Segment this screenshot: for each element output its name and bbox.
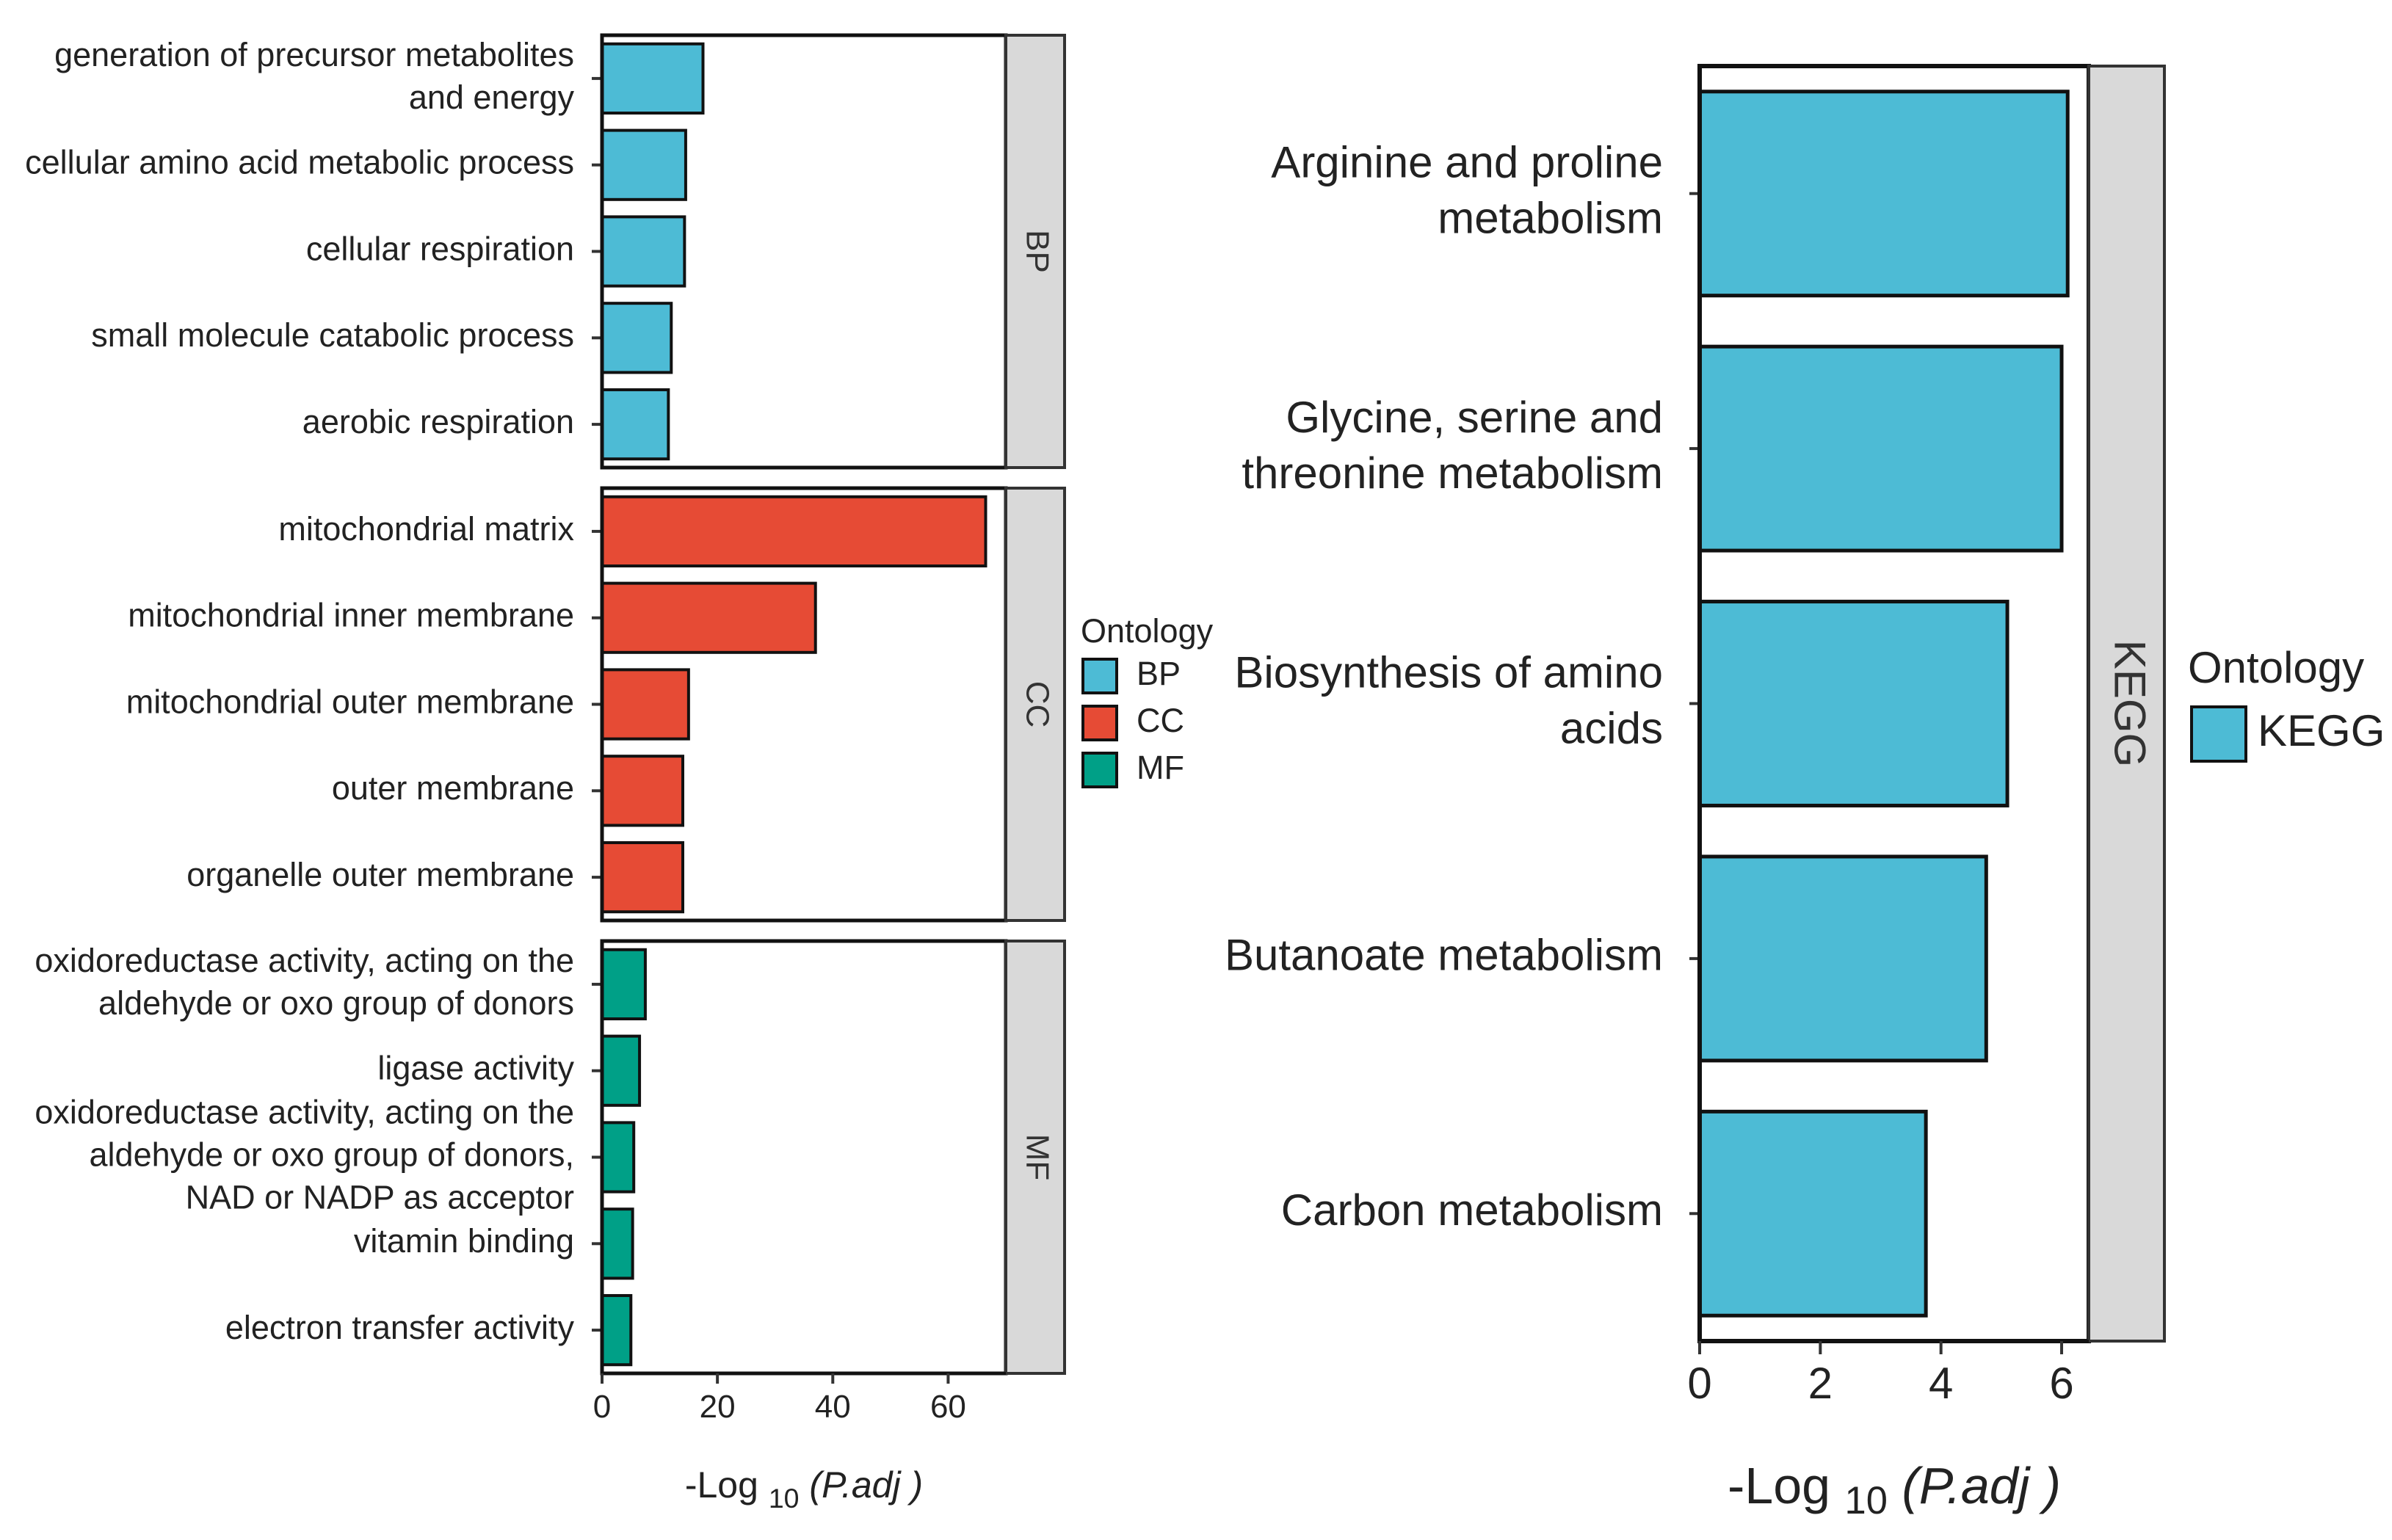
category-label: cellular amino acid metabolic process	[25, 144, 574, 181]
category-label: outer membrane	[332, 769, 574, 807]
x-axis-title-italic: (P.adj )	[800, 1464, 924, 1506]
category-label: vitamin binding	[354, 1222, 574, 1260]
x-axis-title-subscript: 10	[769, 1483, 800, 1514]
x-axis-title-italic: (P.adj )	[1888, 1457, 2061, 1514]
facet-strip-label: CC	[1019, 681, 1055, 728]
legend-label-kegg: KEGG	[2258, 706, 2385, 755]
bar-kegg-2	[1697, 344, 2064, 553]
facet-strip-label: KEGG	[2106, 640, 2155, 767]
legend-key-mf	[1081, 752, 1118, 788]
category-label: oxidoreductase activity, acting on the	[35, 942, 574, 979]
category-label: Butanoate metabolism	[1225, 931, 1663, 980]
bar-bp-3	[601, 215, 686, 288]
x-tick-label: 60	[930, 1389, 966, 1425]
x-axis-title-main: -Log	[685, 1464, 769, 1506]
category-label: Carbon metabolism	[1281, 1185, 1663, 1235]
facet-panel-cc: mitochondrial matrix mitochondrial inner …	[126, 486, 1066, 923]
legend-key-kegg	[2190, 705, 2247, 763]
x-axis-title-subscript: 10	[1845, 1479, 1888, 1522]
bar-cc-2	[601, 581, 817, 654]
category-label: ligase activity	[377, 1050, 574, 1087]
x-axis-title: -Log 10 (P.adj )	[685, 1464, 923, 1514]
x-axis-title-main: -Log	[1728, 1457, 1845, 1514]
x-tick-label: 2	[1808, 1359, 1833, 1408]
bar-cc-1	[601, 495, 987, 568]
facet-panel-bp: generation of precursor metabolites and e…	[25, 33, 1066, 470]
bar-cc-4	[601, 755, 684, 827]
category-label: oxidoreductase activity, acting on the	[35, 1093, 574, 1130]
category-label: Glycine, serine and	[1286, 393, 1663, 442]
x-tick-label: 20	[700, 1389, 736, 1425]
bar-kegg-5	[1697, 1109, 1928, 1318]
legend: Ontology KEGG	[2188, 643, 2385, 763]
bar-cc-3	[601, 668, 690, 741]
facet-strip	[1004, 940, 1066, 1375]
bar-bp-5	[601, 388, 670, 461]
facet-strip	[1004, 487, 1066, 922]
bar-kegg-3	[1697, 600, 2009, 807]
bar-bp-2	[601, 128, 687, 201]
bar-mf-2	[601, 1034, 642, 1107]
category-label: aerobic respiration	[302, 403, 574, 440]
facet-strip	[2087, 65, 2166, 1343]
x-tick-label: 6	[2049, 1359, 2073, 1408]
category-label: aldehyde or oxo group of donors	[98, 984, 574, 1022]
x-axis: 0 20 40 60	[593, 1372, 1006, 1425]
x-tick-label: 0	[1687, 1359, 1711, 1408]
facet-panel-mf: oxidoreductase activity, acting on the al…	[35, 939, 1066, 1376]
legend-key-cc	[1081, 705, 1118, 741]
category-label: mitochondrial inner membrane	[128, 597, 574, 634]
category-label: NAD or NADP as acceptor	[186, 1178, 574, 1216]
facet-strip-label: MF	[1019, 1134, 1055, 1181]
legend-title: Ontology	[1081, 612, 1214, 650]
category-label: cellular respiration	[306, 230, 574, 267]
panel-background	[602, 941, 1006, 1373]
bar-mf-1	[601, 948, 647, 1021]
bar-kegg-1	[1697, 90, 2070, 298]
category-label: mitochondrial outer membrane	[126, 683, 574, 720]
category-label: generation of precursor metabolites	[54, 36, 574, 73]
category-label: mitochondrial matrix	[278, 510, 574, 548]
x-tick-label: 0	[593, 1389, 611, 1425]
category-label: metabolism	[1438, 194, 1663, 243]
category-label: Arginine and proline	[1271, 138, 1663, 187]
category-label: threonine metabolism	[1242, 448, 1663, 498]
x-axis-title: -Log 10 (P.adj )	[1728, 1457, 2061, 1522]
bar-mf-5	[601, 1293, 633, 1367]
category-label: aldehyde or oxo group of donors,	[90, 1136, 574, 1173]
category-label: organelle outer membrane	[186, 856, 574, 893]
category-label: and energy	[409, 79, 575, 116]
bar-bp-4	[601, 302, 673, 374]
kegg-enrichment-chart: Arginine and proline metabolism Glycine, s…	[1225, 64, 2385, 1522]
category-label: small molecule catabolic process	[91, 316, 574, 354]
go-enrichment-chart: generation of precursor metabolites and e…	[25, 33, 1214, 1514]
legend-label-cc: CC	[1137, 702, 1184, 739]
bar-bp-1	[601, 42, 705, 115]
bar-cc-5	[601, 840, 684, 914]
facet-strip-label: BP	[1019, 230, 1055, 273]
bar-mf-3	[601, 1121, 636, 1194]
x-tick-label: 4	[1929, 1359, 1953, 1408]
legend-label-mf: MF	[1137, 749, 1184, 786]
legend-key-bp	[1081, 658, 1118, 694]
bar-kegg-4	[1697, 854, 1988, 1063]
bar-mf-4	[601, 1207, 634, 1280]
x-tick-label: 40	[815, 1389, 851, 1425]
legend-title: Ontology	[2188, 643, 2364, 692]
category-label: electron transfer activity	[225, 1309, 575, 1346]
category-label: acids	[1560, 703, 1663, 752]
x-axis: 0 2 4 6	[1687, 1340, 2089, 1408]
legend-label-bp: BP	[1137, 655, 1181, 692]
legend: Ontology BP CC MF	[1081, 612, 1214, 788]
facet-panel-kegg: Arginine and proline metabolism Glycine, s…	[1225, 64, 2166, 1343]
category-label: Biosynthesis of amino	[1234, 647, 1663, 697]
facet-strip	[1004, 34, 1066, 469]
